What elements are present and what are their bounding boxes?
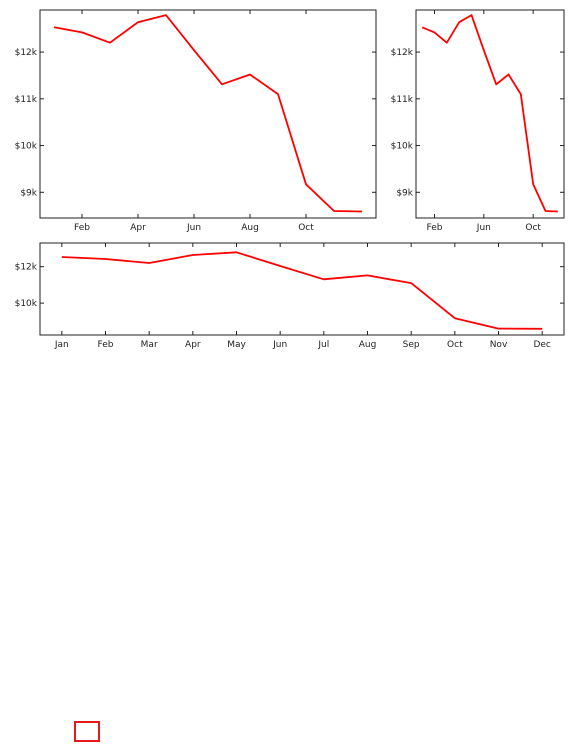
y-tick-label: $12k [15, 48, 38, 58]
series-line [421, 14, 558, 213]
x-tick-label: Jun [186, 223, 201, 233]
plot-frame-3 [39, 242, 565, 336]
y-tick-label: $9k [396, 188, 413, 198]
y-tick-label: $12k [391, 48, 414, 58]
x-tick-label: Oct [298, 223, 314, 233]
y-tick-label: $11k [15, 95, 38, 105]
x-tick-label: Dec [533, 340, 550, 350]
x-tick-label: Jan [54, 340, 69, 350]
x-tick-label: Oct [447, 340, 463, 350]
x-tick-label: Jun [476, 223, 491, 233]
y-tick-label: $10k [15, 142, 38, 152]
plot-frame-1 [39, 9, 377, 219]
x-tick-label: May [227, 340, 246, 350]
x-tick-label: Aug [359, 340, 377, 350]
x-tick-label: Feb [427, 223, 443, 233]
series-line [61, 251, 543, 330]
series-line [53, 14, 363, 213]
x-tick-label: Feb [98, 340, 114, 350]
y-tick-label: $11k [391, 95, 414, 105]
x-tick-label: Apr [130, 223, 146, 233]
y-tick-label: $10k [15, 299, 38, 309]
plot-frame-2 [415, 9, 565, 219]
x-tick-label: Nov [490, 340, 508, 350]
x-tick-label: Aug [241, 223, 259, 233]
y-tick-label: $12k [15, 263, 38, 273]
x-tick-label: Feb [74, 223, 90, 233]
x-tick-label: Jun [272, 340, 287, 350]
legend-swatch [74, 721, 100, 742]
x-tick-label: Apr [185, 340, 201, 350]
x-tick-label: Sep [403, 340, 420, 350]
x-tick-label: Jul [317, 340, 329, 350]
y-tick-label: $9k [20, 188, 37, 198]
x-tick-label: Mar [141, 340, 158, 350]
x-tick-label: Oct [525, 223, 541, 233]
y-tick-label: $10k [391, 142, 414, 152]
